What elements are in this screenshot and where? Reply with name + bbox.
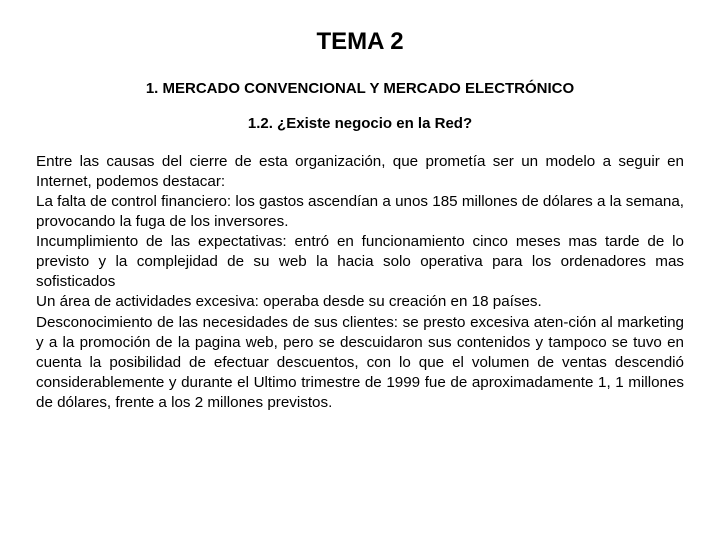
section-heading: 1. MERCADO CONVENCIONAL Y MERCADO ELECTR… bbox=[36, 80, 684, 97]
subsection-heading: 1.2. ¿Existe negocio en la Red? bbox=[36, 115, 684, 132]
document-title: TEMA 2 bbox=[36, 28, 684, 56]
body-paragraph: Entre las causas del cierre de esta orga… bbox=[36, 152, 684, 413]
